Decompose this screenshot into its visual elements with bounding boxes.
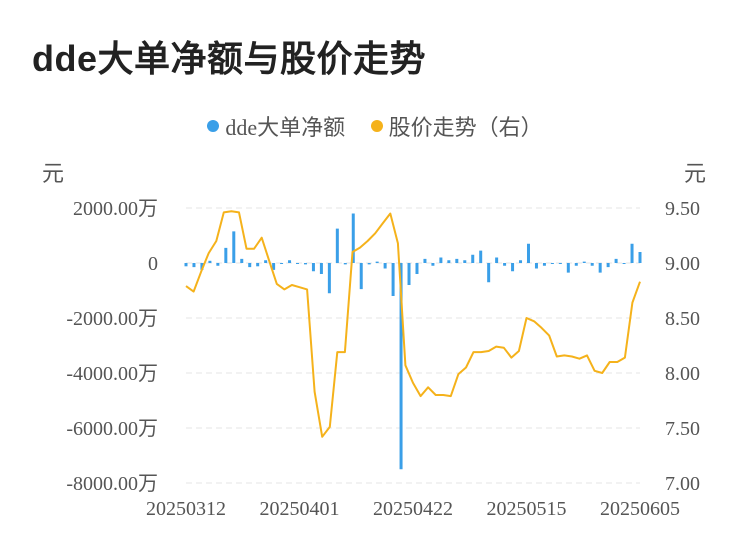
bar	[184, 263, 188, 267]
bar	[407, 263, 411, 285]
bar	[526, 243, 530, 263]
bar	[471, 254, 475, 263]
bar	[638, 252, 642, 263]
bar	[511, 263, 515, 272]
y-left-tick-label: -4000.00万	[66, 363, 158, 385]
bar	[240, 258, 244, 263]
bar	[630, 243, 634, 263]
legend-item-dde[interactable]: dde大单净额	[207, 110, 345, 142]
bar	[503, 263, 507, 266]
legend-dot-price	[370, 120, 383, 132]
bar	[399, 263, 403, 470]
bar	[614, 258, 618, 263]
x-tick-label: 20250401	[260, 498, 340, 520]
x-tick-label: 20250312	[146, 498, 226, 520]
bar	[463, 260, 467, 263]
bar	[415, 263, 419, 274]
bar	[479, 250, 483, 263]
bar	[224, 247, 228, 263]
bar	[232, 231, 236, 263]
bar	[598, 263, 602, 273]
bar	[519, 260, 523, 263]
y-left-tick-label: 0	[148, 253, 158, 275]
y-left-tick-label: 2000.00万	[73, 198, 158, 220]
bar	[264, 260, 268, 263]
chart-title: dde大单净额与股价走势	[32, 38, 427, 79]
bar	[200, 263, 204, 270]
bar	[622, 263, 626, 264]
bar	[550, 263, 554, 264]
y-right-tick-label: 8.50	[665, 308, 700, 330]
legend-label-price: 股价走势（右）	[388, 115, 543, 140]
y-right-tick-label: 9.00	[665, 253, 700, 275]
bar	[383, 263, 387, 269]
bar	[192, 263, 196, 268]
bar	[542, 263, 546, 266]
bar	[343, 263, 347, 265]
y-left-tick-label: -2000.00万	[66, 308, 158, 330]
legend-item-price[interactable]: 股价走势（右）	[370, 110, 543, 142]
bar	[447, 260, 451, 263]
price-line	[185, 210, 641, 438]
bar	[455, 258, 459, 263]
bar	[208, 260, 212, 263]
y-left-tick-label: -6000.00万	[66, 418, 158, 440]
bar	[319, 263, 323, 274]
bar	[335, 228, 339, 263]
bar	[248, 263, 252, 268]
bar	[296, 263, 300, 264]
bar	[423, 258, 427, 263]
bar	[303, 263, 307, 265]
bar	[367, 263, 371, 265]
bar	[590, 263, 594, 266]
bar	[487, 263, 491, 283]
legend-label-dde: dde大单净额	[225, 115, 346, 140]
y-right-tick-label: 9.50	[665, 198, 700, 220]
bar	[566, 263, 570, 273]
bar	[351, 213, 355, 263]
bar	[311, 263, 315, 272]
bar	[582, 261, 586, 263]
x-tick-label: 20250515	[487, 498, 567, 520]
legend: dde大单净额 股价走势（右）	[0, 110, 750, 142]
bar	[431, 263, 435, 266]
bar	[558, 263, 562, 264]
bar	[256, 263, 260, 267]
bar	[574, 263, 578, 266]
bar	[534, 263, 538, 269]
legend-dot-dde	[207, 120, 220, 132]
y-right-tick-label: 7.50	[665, 418, 700, 440]
left-axis-unit: 元	[42, 161, 65, 186]
y-right-tick-label: 7.00	[665, 473, 700, 495]
right-axis-unit: 元	[684, 161, 707, 186]
bar	[439, 257, 443, 263]
bar	[280, 263, 284, 264]
bar	[327, 263, 331, 294]
bar	[359, 263, 363, 290]
bar	[391, 263, 395, 296]
bar	[272, 263, 276, 270]
bar	[495, 257, 499, 263]
y-left-tick-label: -8000.00万	[66, 473, 158, 495]
x-tick-label: 20250422	[373, 498, 453, 520]
bar	[288, 260, 292, 263]
bar	[606, 263, 610, 268]
y-right-tick-label: 8.00	[665, 363, 700, 385]
bar	[375, 261, 379, 263]
x-tick-label: 20250605	[600, 498, 680, 520]
bar	[216, 263, 220, 266]
